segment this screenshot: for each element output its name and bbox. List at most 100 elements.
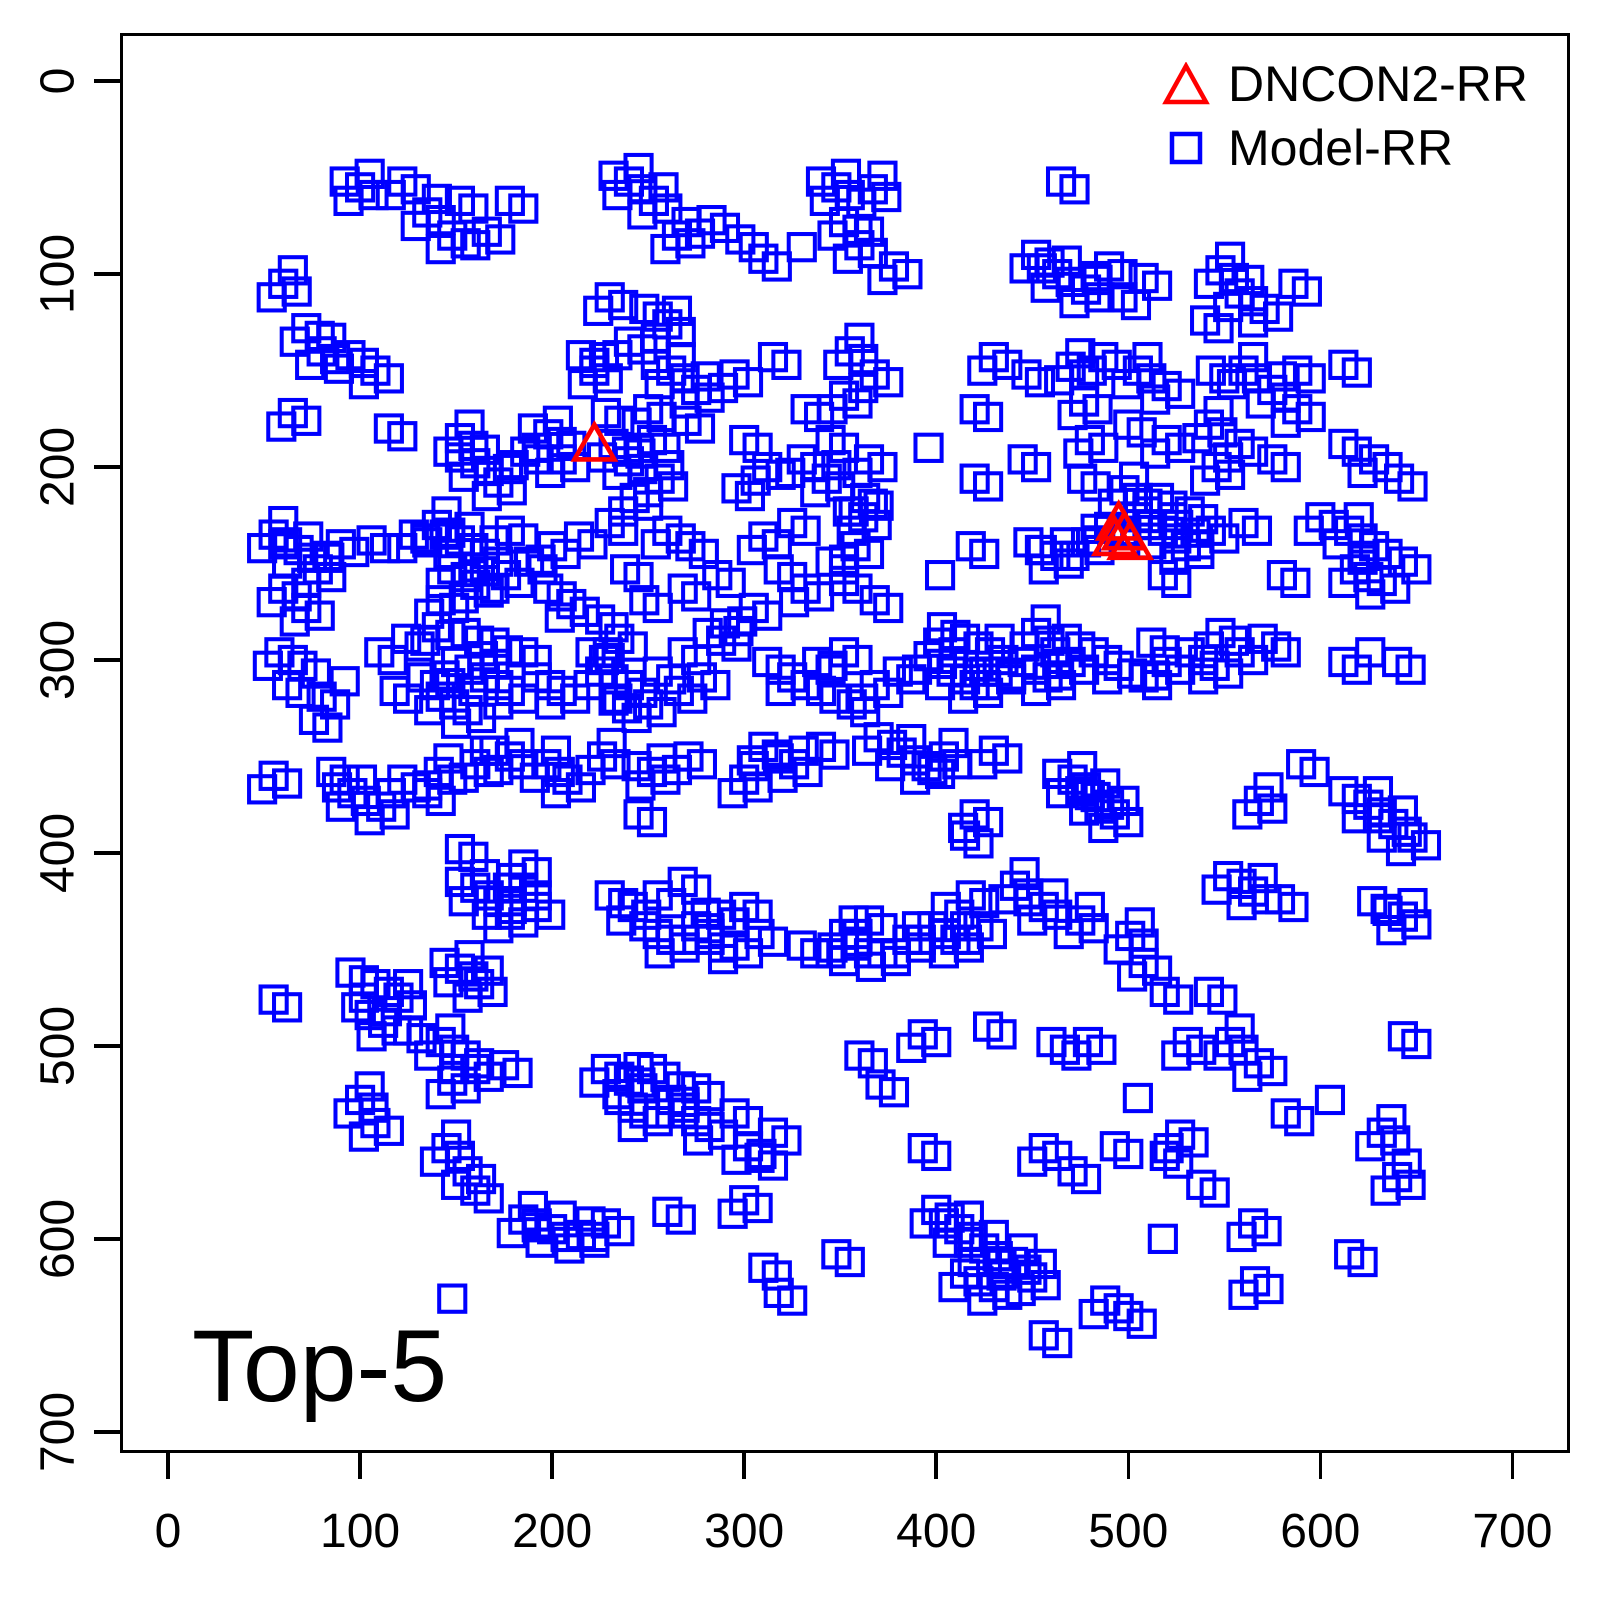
model-rr-square [640, 349, 671, 380]
y-tick-300 [94, 658, 120, 662]
model-rr-square [867, 264, 898, 296]
legend-item-model-rr: Model-RR [1158, 116, 1528, 180]
model-rr-square [1045, 778, 1077, 809]
model-rr-square [761, 1260, 792, 1291]
model-rr-square [1270, 637, 1301, 668]
model-rr-square [873, 592, 904, 624]
model-rr-square [1132, 341, 1163, 373]
model-rr-square [1182, 423, 1213, 454]
model-rr-square [256, 282, 287, 313]
model-rr-square [967, 355, 998, 386]
model-rr-square [1132, 509, 1163, 541]
model-rr-square [642, 592, 673, 624]
model-rr-square [765, 675, 796, 707]
model-rr-square [1030, 604, 1061, 635]
model-rr-square [429, 660, 460, 691]
model-rr-square [973, 401, 1004, 433]
model-rr-square [775, 457, 806, 489]
y-tick-label-400: 400 [31, 812, 85, 894]
model-rr-square [973, 471, 1004, 502]
model-rr-square [684, 218, 716, 249]
model-rr-square [320, 689, 351, 720]
model-rr-square [1372, 895, 1403, 926]
model-rr-square [567, 368, 598, 400]
model-rr-square [1084, 793, 1115, 824]
model-rr-square [1234, 264, 1265, 296]
model-rr-square [473, 955, 504, 986]
model-rr-square [300, 658, 331, 689]
x-tick-200 [550, 1453, 554, 1479]
model-rr-square [1376, 915, 1407, 946]
model-rr-square [1061, 1040, 1092, 1071]
x-tick-label-200: 200 [512, 1505, 593, 1558]
model-rr-square [268, 529, 299, 560]
model-rr-square [348, 1121, 379, 1152]
model-rr-square [767, 762, 798, 793]
model-rr-square [1147, 1223, 1178, 1254]
model-rr-square [1024, 534, 1056, 566]
model-rr-square [316, 322, 347, 353]
model-rr-square [540, 735, 572, 766]
model-rr-square [375, 778, 406, 809]
model-rr-square [1026, 253, 1057, 284]
model-rr-square [444, 866, 476, 898]
model-rr-square [823, 349, 854, 380]
model-rr-square [325, 791, 356, 822]
y-tick-400 [94, 851, 120, 855]
model-rr-square [721, 1144, 752, 1175]
model-rr-square [535, 899, 566, 930]
model-rr-square [1053, 918, 1084, 950]
model-rr-square [1193, 268, 1225, 299]
model-rr-square [1226, 1221, 1257, 1253]
model-rr-square [268, 505, 299, 537]
model-rr-square [429, 519, 460, 550]
model-rr-square [454, 409, 485, 440]
model-rr-square [707, 372, 739, 404]
model-rr-square [1284, 1106, 1315, 1137]
model-rr-square [546, 581, 577, 612]
model-rr-square [734, 480, 766, 512]
model-rr-square [1238, 307, 1269, 338]
x-tick-100 [358, 1453, 362, 1479]
model-rr-square [805, 166, 837, 197]
model-rr-square [1126, 1308, 1157, 1339]
model-rr-square [425, 233, 456, 265]
model-rr-square [1113, 1138, 1144, 1170]
model-rr-square [1385, 835, 1417, 867]
model-rr-square [761, 251, 792, 282]
model-rr-square [736, 534, 767, 566]
y-tick-label-200: 200 [31, 427, 85, 508]
model-rr-square [1228, 1279, 1259, 1310]
model-rr-square [681, 874, 712, 905]
model-rr-square [1280, 567, 1311, 599]
model-rr-square [832, 243, 863, 274]
scatter-points-canvas [247, 152, 1442, 1359]
model-rr-square [479, 573, 510, 604]
model-rr-square [1370, 1175, 1401, 1206]
model-rr-square [1142, 270, 1173, 301]
model-rr-square [1395, 654, 1426, 685]
model-rr-square [848, 683, 879, 714]
model-rr-square [986, 1019, 1017, 1050]
model-rr-square [665, 1204, 696, 1235]
model-rr-square [406, 1023, 437, 1054]
model-rr-square [1203, 396, 1234, 427]
model-rr-square [393, 969, 424, 1000]
y-tick-500 [94, 1044, 120, 1048]
model-rr-square [627, 199, 658, 230]
plot-title-annotation: Top-5 [192, 1309, 448, 1423]
model-rr-square [1209, 363, 1240, 394]
model-rr-square [1044, 660, 1075, 691]
model-rr-square [896, 723, 927, 755]
x-tick-label-400: 400 [896, 1505, 977, 1558]
model-rr-square [967, 749, 998, 780]
model-rr-square [1224, 1013, 1255, 1044]
model-rr-square [1140, 438, 1171, 469]
model-rr-square [525, 1227, 556, 1258]
model-rr-square [1291, 276, 1322, 307]
model-rr-square [700, 669, 731, 701]
model-rr-square [404, 631, 435, 662]
model-rr-square [535, 689, 566, 720]
model-rr-square [1080, 471, 1111, 502]
model-rr-square [640, 529, 671, 560]
